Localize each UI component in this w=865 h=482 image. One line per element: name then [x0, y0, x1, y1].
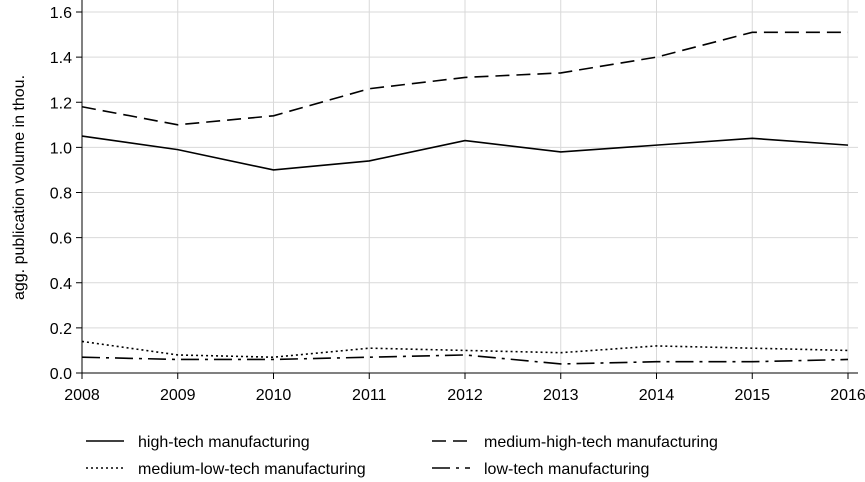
y-tick-label: 0.4 — [50, 276, 72, 293]
x-tick-label: 2014 — [639, 387, 675, 404]
series-line-2 — [81, 31, 848, 126]
y-tick-label: 1.2 — [50, 95, 72, 112]
y-tick-label: 0.8 — [50, 186, 72, 203]
grid — [81, 0, 858, 374]
y-tick-label: 1.4 — [50, 50, 72, 67]
x-tick-label: 2013 — [543, 387, 579, 404]
x-tick-label: 2009 — [160, 387, 196, 404]
x-tick-labels: 2008 2009 2010 2011 2012 2013 2014 2015 2016 — [64, 387, 865, 404]
x-tick-label: 2010 — [256, 387, 292, 404]
y-axis-title: agg. publication volume in thou. — [11, 75, 28, 300]
legend-label: medium-high-tech manufacturing — [484, 434, 718, 451]
legend-label: low-tech manufacturing — [484, 461, 649, 478]
y-tick-label: 0.0 — [50, 366, 72, 383]
legend: high-tech manufacturing medium-high-tech … — [86, 434, 718, 478]
legend-label: high-tech manufacturing — [138, 434, 310, 451]
x-tick-label: 2016 — [830, 387, 865, 404]
axes — [76, 0, 858, 379]
y-tick-label: 1.0 — [50, 140, 72, 157]
x-tick-label: 2011 — [352, 387, 387, 404]
series-line-4 — [81, 354, 849, 365]
y-tick-labels: 0.0 0.2 0.4 0.6 0.8 1.0 1.2 1.4 1.6 — [50, 5, 72, 383]
y-tick-label: 1.6 — [50, 5, 72, 22]
x-tick-label: 2015 — [734, 387, 770, 404]
y-tick-label: 0.2 — [50, 321, 72, 338]
x-tick-label: 2008 — [64, 387, 100, 404]
series-line-1 — [81, 135, 849, 171]
x-tick-label: 2012 — [447, 387, 483, 404]
legend-label: medium-low-tech manufacturing — [138, 461, 366, 478]
series-lines — [81, 31, 849, 365]
series-line-3 — [81, 340, 849, 359]
y-tick-label: 0.6 — [50, 231, 72, 248]
